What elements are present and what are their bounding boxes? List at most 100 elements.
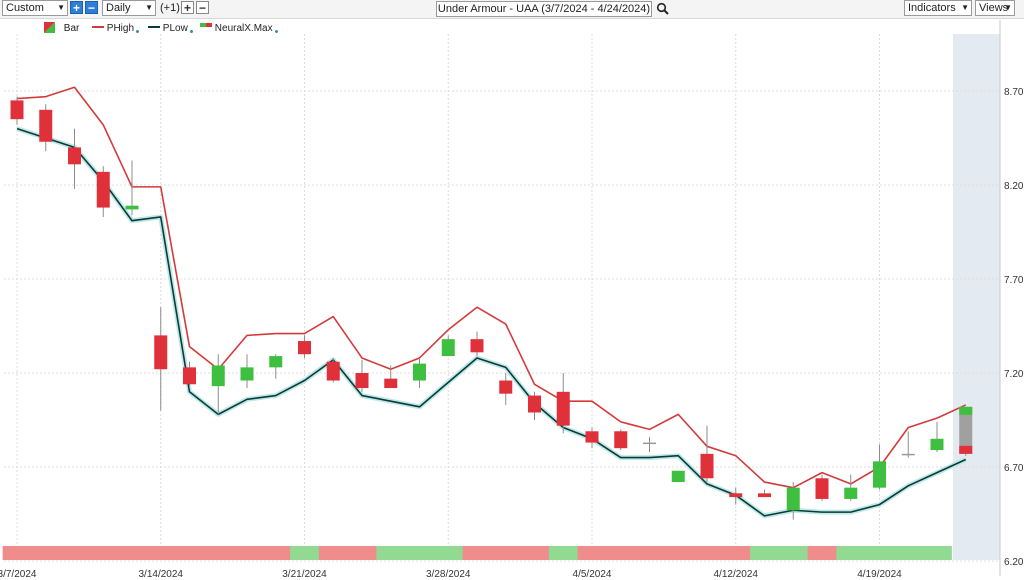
- neuralx-band-segment[interactable]: [347, 546, 377, 560]
- candle-body[interactable]: [68, 147, 81, 165]
- candle-body[interactable]: [355, 373, 369, 389]
- interval-select[interactable]: Daily ▼: [102, 0, 156, 16]
- candle-body[interactable]: [729, 493, 743, 498]
- candle-body[interactable]: [556, 391, 570, 426]
- candle-body[interactable]: [671, 470, 685, 483]
- candle-body[interactable]: [873, 461, 886, 488]
- x-tick-label: 3/21/2024: [282, 569, 327, 580]
- neuralx-band-segment[interactable]: [117, 546, 147, 560]
- symbol-title[interactable]: Under Armour - UAA (3/7/2024 - 4/24/2024…: [436, 1, 652, 17]
- neuralx-band-segment[interactable]: [462, 546, 492, 560]
- neuralx-band-segment[interactable]: [232, 546, 262, 560]
- neuralx-band-segment[interactable]: [290, 546, 320, 560]
- zoom-in-button[interactable]: +: [70, 1, 83, 14]
- chevron-down-icon: ▼: [1004, 3, 1012, 12]
- neuralx-band-segment[interactable]: [721, 546, 751, 560]
- neuralx-band-segment[interactable]: [750, 546, 780, 560]
- candle-body[interactable]: [413, 363, 426, 381]
- x-tick-label: 4/19/2024: [857, 569, 902, 580]
- legend-item-plow[interactable]: PLow: [148, 22, 193, 36]
- candle-body[interactable]: [211, 365, 225, 387]
- neuralx-band-segment[interactable]: [175, 546, 205, 560]
- legend-item-bar[interactable]: Bar: [44, 22, 79, 36]
- remove-button[interactable]: −: [196, 1, 209, 14]
- neuralx-band-segment[interactable]: [807, 546, 837, 560]
- x-tick-label: 3/7/2024: [0, 569, 37, 580]
- neuralx-band-segment[interactable]: [88, 546, 119, 560]
- candle-body[interactable]: [786, 487, 800, 511]
- neuralx-band-segment[interactable]: [836, 546, 866, 560]
- candle-body[interactable]: [10, 100, 24, 120]
- indicators-label: Indicators: [908, 2, 956, 14]
- neuralx-band-segment[interactable]: [31, 546, 61, 560]
- neuralx-band-segment[interactable]: [405, 546, 435, 560]
- settings-dot-icon[interactable]: [189, 30, 193, 33]
- add-button[interactable]: +: [181, 1, 194, 14]
- candle-body[interactable]: [183, 367, 196, 385]
- neuralx-band-segment[interactable]: [548, 546, 579, 560]
- neuralx-band-segment[interactable]: [778, 546, 809, 560]
- chevron-down-icon: ▼: [961, 3, 969, 12]
- views-button[interactable]: Views ▼: [975, 0, 1015, 16]
- candle-body[interactable]: [441, 339, 455, 357]
- indicators-button[interactable]: Indicators ▼: [904, 0, 972, 16]
- candle-body[interactable]: [815, 478, 829, 499]
- zoom-out-button[interactable]: −: [85, 1, 98, 14]
- candle-body[interactable]: [528, 395, 541, 413]
- y-tick-label: 6.20: [1004, 557, 1024, 568]
- candle-body[interactable]: [154, 335, 168, 370]
- candle-body[interactable]: [930, 438, 944, 451]
- neuralx-band-segment[interactable]: [318, 546, 349, 560]
- neuralx-band-segment[interactable]: [2, 546, 32, 560]
- y-tick-label: 6.70: [1004, 463, 1024, 474]
- neuralx-band-segment[interactable]: [893, 546, 924, 560]
- settings-dot-icon[interactable]: [274, 30, 278, 33]
- candle-body[interactable]: [901, 453, 915, 456]
- neuralx-band-segment[interactable]: [520, 546, 550, 560]
- candle-body[interactable]: [614, 431, 628, 449]
- candle-body[interactable]: [959, 406, 973, 454]
- neuralx-band-segment[interactable]: [865, 546, 895, 560]
- candle-body[interactable]: [700, 453, 714, 479]
- candle-body[interactable]: [269, 356, 283, 368]
- neuralx-band-segment[interactable]: [922, 546, 952, 560]
- neuralx-band-segment[interactable]: [663, 546, 694, 560]
- plow-line[interactable]: [16, 127, 967, 517]
- legend-item-neuralx[interactable]: NeuralX.Max: [200, 22, 278, 36]
- neuralx-band-segment[interactable]: [606, 546, 636, 560]
- neuralx-band-segment[interactable]: [60, 546, 90, 560]
- neuralx-band-segment[interactable]: [491, 546, 521, 560]
- candle-body[interactable]: [96, 171, 110, 208]
- candle-body[interactable]: [384, 378, 398, 389]
- candle-body[interactable]: [326, 361, 340, 381]
- candle-body[interactable]: [39, 109, 53, 142]
- candle-body[interactable]: [643, 442, 656, 445]
- range-select[interactable]: Custom ▼: [2, 0, 68, 16]
- settings-dot-icon[interactable]: [136, 30, 140, 33]
- candle-body[interactable]: [240, 367, 254, 381]
- range-select-value: Custom: [6, 2, 44, 14]
- candle-body[interactable]: [844, 487, 858, 499]
- offset-label[interactable]: (+1): [160, 2, 180, 14]
- candle-body[interactable]: [470, 339, 484, 353]
- neuralx-band-segment[interactable]: [261, 546, 291, 560]
- candle-body[interactable]: [499, 380, 513, 394]
- candle-body[interactable]: [758, 493, 771, 498]
- candle-body[interactable]: [125, 205, 139, 210]
- neuralx-band-segment[interactable]: [146, 546, 176, 560]
- neuralx-band-segment[interactable]: [203, 546, 234, 560]
- line-icon: [92, 26, 104, 28]
- neuralx-band-segment[interactable]: [692, 546, 722, 560]
- candle-body[interactable]: [298, 341, 311, 355]
- x-tick-label: 3/28/2024: [426, 569, 471, 580]
- neuralx-band-segment[interactable]: [433, 546, 464, 560]
- neuralx-band-segment[interactable]: [577, 546, 607, 560]
- neuralx-band-segment[interactable]: [635, 546, 665, 560]
- candle-body[interactable]: [585, 431, 599, 443]
- legend-item-phigh[interactable]: PHigh: [92, 22, 140, 36]
- search-icon[interactable]: [656, 2, 670, 16]
- neuralx-band-segment[interactable]: [376, 546, 406, 560]
- phigh-line[interactable]: [16, 86, 967, 489]
- legend-label: NeuralX.Max: [214, 23, 273, 34]
